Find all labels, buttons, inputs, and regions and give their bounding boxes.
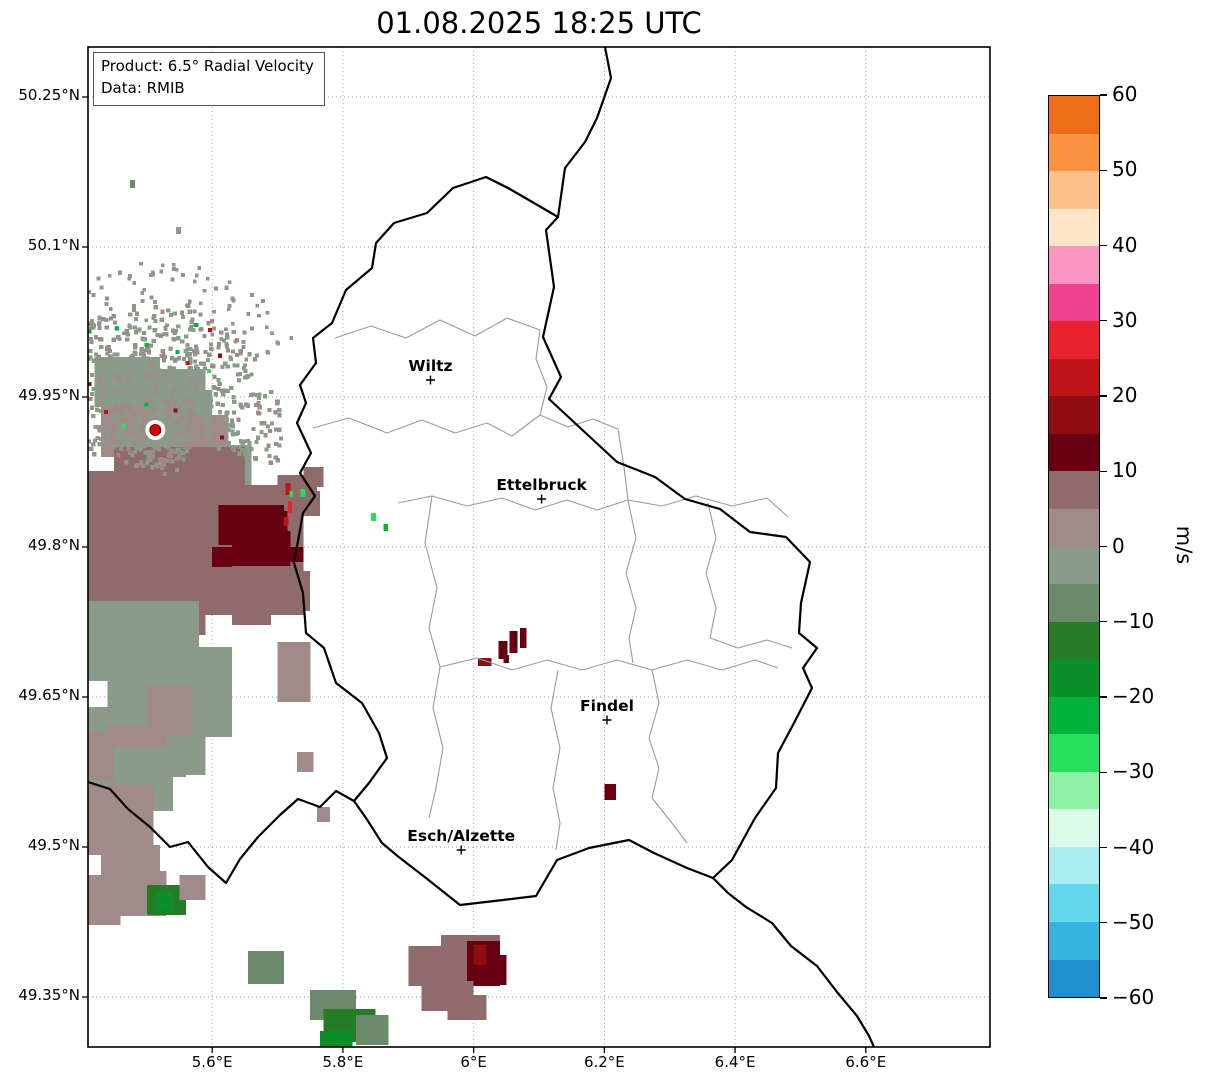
colorbar-tickmark: [1100, 621, 1107, 623]
lon-tick-label: 5.6°E: [191, 1053, 233, 1071]
district-border: [625, 499, 637, 664]
data-source-label: Data: RMIB: [101, 78, 185, 97]
colorbar: 60 50 40 30 20 10 0 −10 −20 −30 −40 −50 −60: [1048, 82, 1154, 1009]
lat-tick-label: 49.95°N: [18, 386, 80, 404]
lat-tick-label: 50.25°N: [18, 86, 80, 104]
colorbar-tick-label: −20: [1112, 684, 1155, 708]
colorbar-unit-label: m/s: [1172, 525, 1196, 565]
district-border: [439, 657, 779, 671]
map-plot-area: Wiltz Ettelbruck Findel Esch/Alzette Produc…: [82, 46, 991, 1053]
product-info-box: Product: 6.5° Radial Velocity Data: RMIB: [93, 52, 325, 106]
lon-tick-label: 6.4°E: [714, 1053, 756, 1071]
lat-tick-label: 49.35°N: [18, 986, 80, 1004]
city-marker: [456, 845, 466, 855]
colorbar-tick-label: 40: [1112, 232, 1138, 257]
borders-layer: [88, 47, 876, 1047]
lat-tick-label: 50.1°N: [27, 236, 80, 254]
district-border: [334, 317, 541, 339]
lon-tick-label: 5.8°E: [322, 1053, 364, 1071]
colorbar-tick-label: 0: [1112, 533, 1125, 558]
city-wiltz: Wiltz: [408, 357, 453, 385]
colorbar-tickmark: [1100, 696, 1107, 698]
colorbar-tickmark: [1100, 470, 1107, 472]
colorbar-tickmark: [1100, 244, 1107, 247]
lon-tick-label: 6.6°E: [845, 1053, 887, 1071]
plot-frame: [87, 46, 991, 1048]
city-findel: Findel: [580, 697, 634, 725]
colorbar-tickmark: [1100, 320, 1107, 322]
radar-data-layer: [88, 180, 617, 1047]
city-label: Esch/Alzette: [407, 827, 515, 845]
colorbar-tickmark: [1100, 922, 1107, 924]
colorbar-tick-label: −40: [1112, 834, 1155, 859]
district-border: [648, 669, 688, 844]
colorbar-tickmark: [1100, 395, 1107, 397]
colorbar-tick-label: 10: [1112, 458, 1138, 483]
district-border: [312, 414, 541, 437]
district-border: [539, 414, 629, 501]
colorbar-tickmark: [1100, 771, 1107, 773]
plot-title: 01.08.2025 18:25 UTC: [376, 6, 702, 40]
colorbar-tick-label: −10: [1112, 608, 1155, 633]
city-marker: [602, 715, 612, 725]
lon-tick-label: 6.2°E: [583, 1053, 625, 1071]
colorbar-gradient: [1048, 95, 1100, 998]
lat-tick-label: 49.8°N: [27, 536, 80, 554]
district-border: [535, 329, 548, 416]
colorbar-tick-label: 30: [1112, 307, 1138, 332]
neighbor-country-border: [711, 876, 876, 1047]
luxembourg-border: [292, 175, 819, 907]
lon-tick-label: 6°E: [460, 1053, 487, 1071]
city-label: Ettelbruck: [496, 476, 587, 494]
district-border: [550, 669, 561, 851]
district-border: [428, 666, 444, 819]
colorbar-tickmark: [1100, 846, 1107, 849]
city-esch-alzette: Esch/Alzette: [407, 827, 515, 855]
colorbar-tick-label: 20: [1112, 383, 1138, 407]
colorbar-tickmark: [1100, 545, 1107, 548]
colorbar-tick-label: −50: [1112, 909, 1155, 934]
colorbar-tickmark: [1100, 169, 1107, 171]
city-label: Findel: [580, 697, 634, 715]
district-border: [709, 637, 793, 649]
colorbar-tick-label: −60: [1112, 985, 1155, 1009]
district-border: [397, 495, 789, 518]
city-marker: [537, 494, 547, 504]
colorbar-tickmark: [1100, 94, 1107, 96]
colorbar-tickmark: [1100, 997, 1107, 999]
product-label: Product: 6.5° Radial Velocity: [101, 57, 314, 75]
radar-site-marker: [145, 420, 166, 440]
colorbar-tick-label: 60: [1112, 82, 1138, 106]
lat-tick-label: 49.5°N: [27, 836, 80, 854]
map-canvas: Wiltz Ettelbruck Findel Esch/Alzette: [82, 46, 991, 1053]
axis-ticks: [82, 96, 867, 1053]
neighbor-country-border: [556, 47, 613, 219]
colorbar-tick-label: 50: [1112, 157, 1138, 182]
city-marker: [425, 375, 435, 385]
city-label: Wiltz: [408, 357, 452, 375]
city-ettelbruck: Ettelbruck: [496, 476, 588, 504]
colorbar-tick-label: −30: [1112, 759, 1155, 784]
neighbor-country-border: [88, 780, 356, 885]
district-border: [705, 502, 717, 639]
district-border: [424, 495, 441, 668]
lat-tick-label: 49.65°N: [18, 686, 80, 704]
